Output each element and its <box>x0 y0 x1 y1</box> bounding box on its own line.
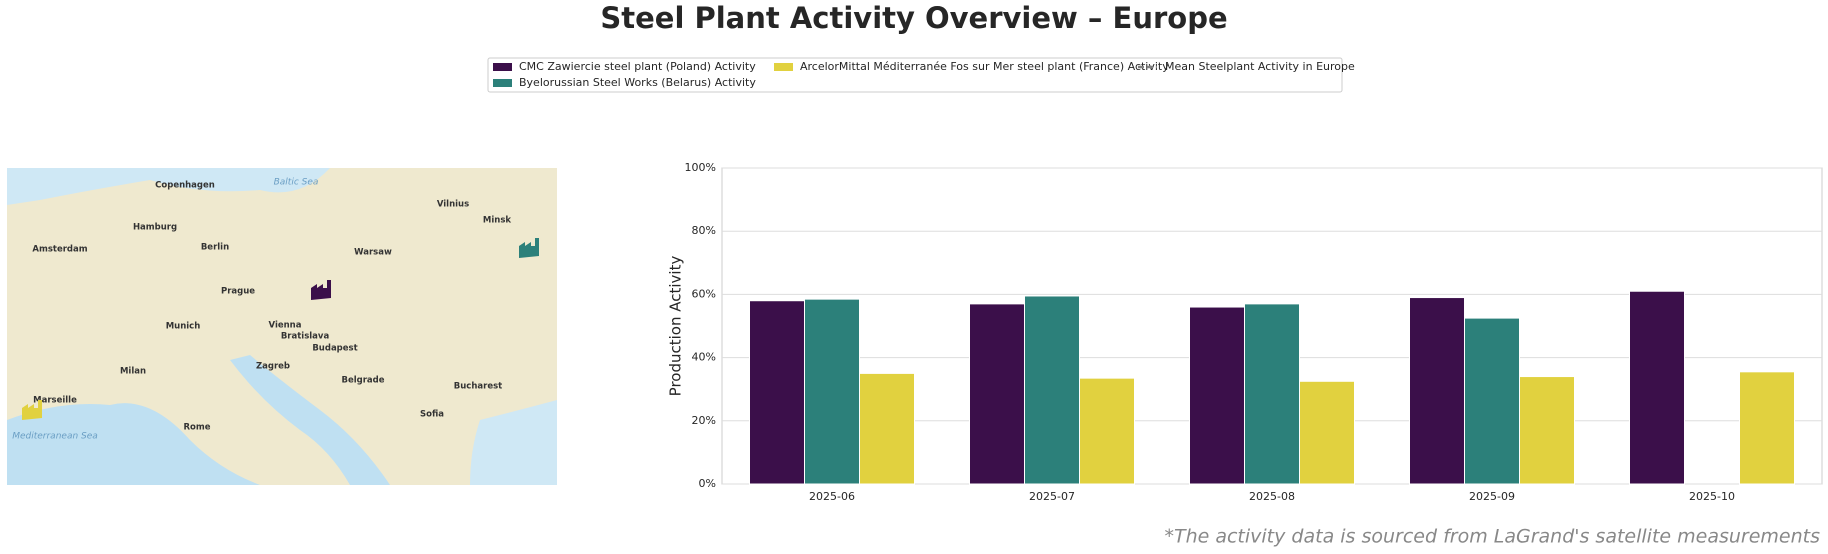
city-label: Zagreb <box>256 362 290 372</box>
city-label: Minsk <box>483 216 511 226</box>
city-label: Rome <box>183 423 210 433</box>
y-tick-label: 80% <box>692 224 716 237</box>
bar <box>1629 290 1685 485</box>
bar <box>1189 306 1245 485</box>
city-label: Copenhagen <box>155 181 215 191</box>
city-label: Sofia <box>420 410 444 420</box>
bar <box>1739 371 1795 485</box>
bar <box>1409 297 1465 485</box>
y-tick-label: 0% <box>699 477 716 490</box>
city-label: Vilnius <box>437 200 469 210</box>
city-label: Amsterdam <box>32 245 87 255</box>
bar <box>1299 380 1355 485</box>
sea-label: Baltic Sea <box>274 178 319 188</box>
legend-swatch <box>493 79 512 87</box>
x-tick-label: 2025-09 <box>1469 490 1515 503</box>
city-label: Marseille <box>33 396 77 406</box>
map-sea <box>470 400 557 485</box>
map-sea <box>7 403 260 485</box>
bar <box>1024 295 1080 485</box>
bar <box>804 298 860 485</box>
bar <box>859 372 915 485</box>
map-sea <box>230 355 390 485</box>
city-label: Munich <box>166 322 201 332</box>
plant-marker <box>519 238 539 258</box>
legend-label: Mean Steelplant Activity in Europe <box>1165 60 1355 73</box>
legend-label: CMC Zawiercie steel plant (Poland) Activ… <box>519 60 756 73</box>
legend-swatch <box>493 63 512 71</box>
y-tick-label: 40% <box>692 351 716 364</box>
sea-label: Mediterranean Sea <box>12 432 98 442</box>
bar <box>1519 376 1575 485</box>
city-label: Belgrade <box>341 376 384 386</box>
city-label: Budapest <box>312 344 357 354</box>
x-tick-label: 2025-06 <box>809 490 855 503</box>
bar <box>1244 303 1300 485</box>
y-tick-label: 20% <box>692 414 716 427</box>
plant-marker <box>311 280 331 300</box>
legend-label: ArcelorMittal Méditerranée Fos sur Mer s… <box>800 60 1169 73</box>
footnote: *The activity data is sourced from LaGra… <box>1164 526 1820 548</box>
plant-marker <box>22 400 42 420</box>
city-label: Prague <box>221 287 255 297</box>
city-label: Berlin <box>201 243 229 253</box>
city-label: Bucharest <box>454 382 502 392</box>
bar <box>1079 377 1135 485</box>
city-label: Hamburg <box>133 223 177 233</box>
map <box>7 168 557 485</box>
y-tick-label: 100% <box>685 161 716 174</box>
city-label: Vienna <box>269 321 302 331</box>
city-label: Milan <box>120 367 146 377</box>
y-axis-label: Production Activity <box>667 256 685 397</box>
x-tick-label: 2025-08 <box>1249 490 1295 503</box>
city-label: Bratislava <box>281 332 330 342</box>
chart-title: Steel Plant Activity Overview – Europe <box>600 1 1227 35</box>
legend-label: Byelorussian Steel Works (Belarus) Activ… <box>519 76 756 89</box>
legend-swatch <box>774 63 793 71</box>
bar <box>749 300 805 485</box>
x-tick-label: 2025-07 <box>1029 490 1075 503</box>
bar <box>1464 317 1520 485</box>
legend-box <box>487 57 1343 93</box>
y-tick-label: 60% <box>692 287 716 300</box>
x-tick-label: 2025-10 <box>1689 490 1735 503</box>
map-sea <box>7 168 330 205</box>
city-label: Warsaw <box>354 248 392 258</box>
bar <box>969 303 1025 485</box>
